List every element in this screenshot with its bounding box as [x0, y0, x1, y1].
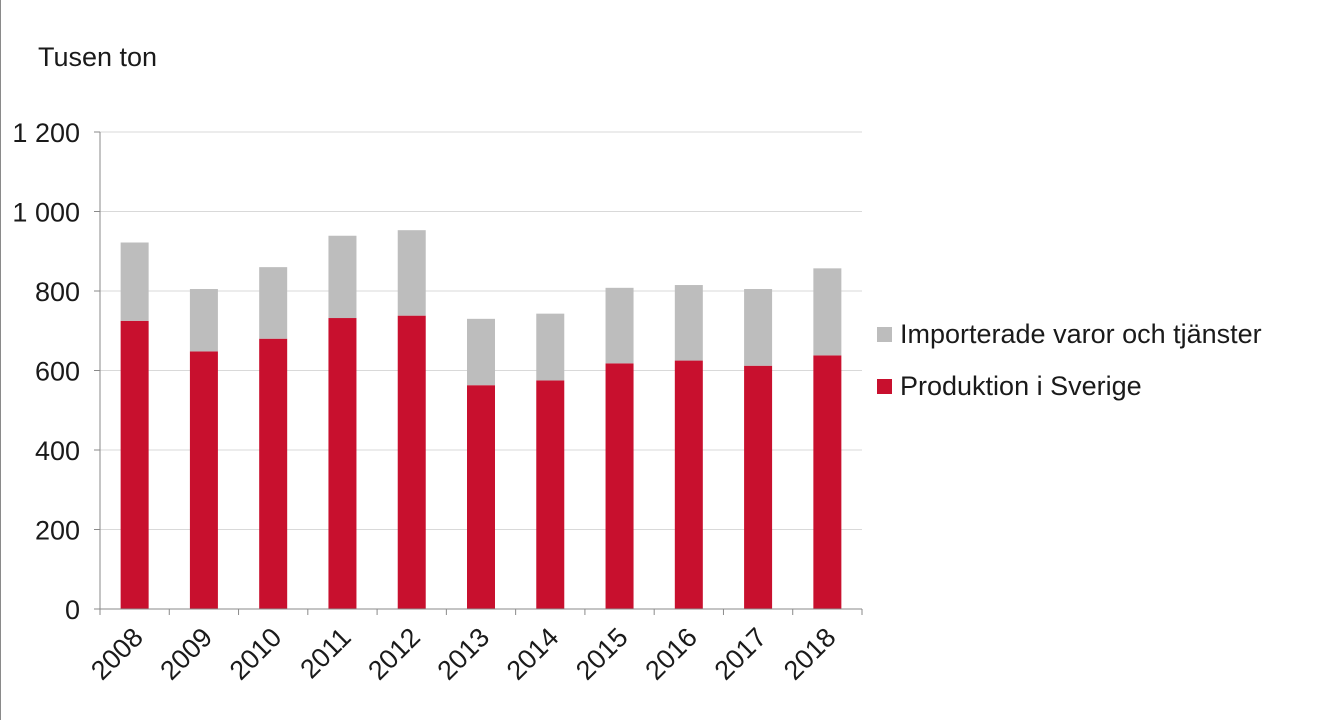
legend-swatch-imports	[877, 326, 892, 342]
y-tick-label-1000: 1 000	[12, 198, 80, 228]
x-tick-label-2017: 2017	[709, 622, 773, 686]
bar-production-2014	[536, 380, 565, 609]
bar-imports-2015	[605, 287, 634, 364]
bar-production-2008	[120, 320, 149, 609]
x-tick-label-2015: 2015	[570, 622, 634, 686]
x-tick-label-2009: 2009	[154, 622, 218, 686]
bar-imports-2009	[189, 289, 218, 352]
bar-imports-2018	[813, 268, 842, 356]
legend: Importerade varor och tjänster Produktio…	[877, 316, 1262, 420]
legend-swatch-production	[877, 378, 892, 394]
x-tick-label-2008: 2008	[85, 622, 149, 686]
legend-label-production: Produktion i Sverige	[900, 370, 1142, 401]
bar-imports-2014	[536, 313, 565, 381]
bar-production-2011	[328, 318, 357, 609]
bar-imports-2010	[259, 267, 288, 339]
x-tick-label-2018: 2018	[778, 622, 842, 686]
bar-imports-2012	[397, 230, 426, 316]
legend-item-production: Produktion i Sverige	[877, 368, 1262, 404]
bar-production-2013	[467, 385, 495, 609]
bars	[120, 230, 842, 609]
y-axis-label: Tusen ton	[38, 42, 158, 72]
y-tick-label-1200: 1 200	[12, 118, 80, 148]
x-tick-label-2011: 2011	[294, 622, 356, 684]
bar-imports-2017	[744, 289, 773, 366]
bar-imports-2011	[328, 235, 357, 319]
y-tick-label-0: 0	[65, 595, 80, 625]
x-tick-label-2013: 2013	[432, 622, 496, 686]
legend-label-imports: Importerade varor och tjänster	[900, 318, 1262, 349]
y-tick-label-600: 600	[35, 357, 80, 387]
bar-imports-2016	[674, 285, 703, 361]
x-tick-label-2012: 2012	[362, 622, 426, 686]
bar-production-2009	[189, 351, 218, 609]
x-tick-label-2010: 2010	[224, 622, 288, 686]
bar-production-2016	[674, 360, 703, 609]
bar-production-2010	[259, 338, 288, 609]
y-tick-label-200: 200	[35, 516, 80, 546]
axes	[94, 131, 863, 615]
y-tick-label-800: 800	[35, 277, 80, 307]
y-tick-label-400: 400	[35, 436, 80, 466]
frame-edge	[0, 0, 1, 720]
x-tick-label-2014: 2014	[501, 622, 565, 686]
bar-production-2015	[605, 363, 634, 609]
bar-imports-2008	[120, 242, 149, 321]
legend-item-imports: Importerade varor och tjänster	[877, 316, 1262, 352]
bar-production-2012	[397, 315, 426, 609]
bar-imports-2013	[467, 318, 495, 386]
bar-production-2018	[813, 355, 842, 609]
x-tick-label-2016: 2016	[639, 622, 703, 686]
bar-production-2017	[744, 365, 773, 609]
